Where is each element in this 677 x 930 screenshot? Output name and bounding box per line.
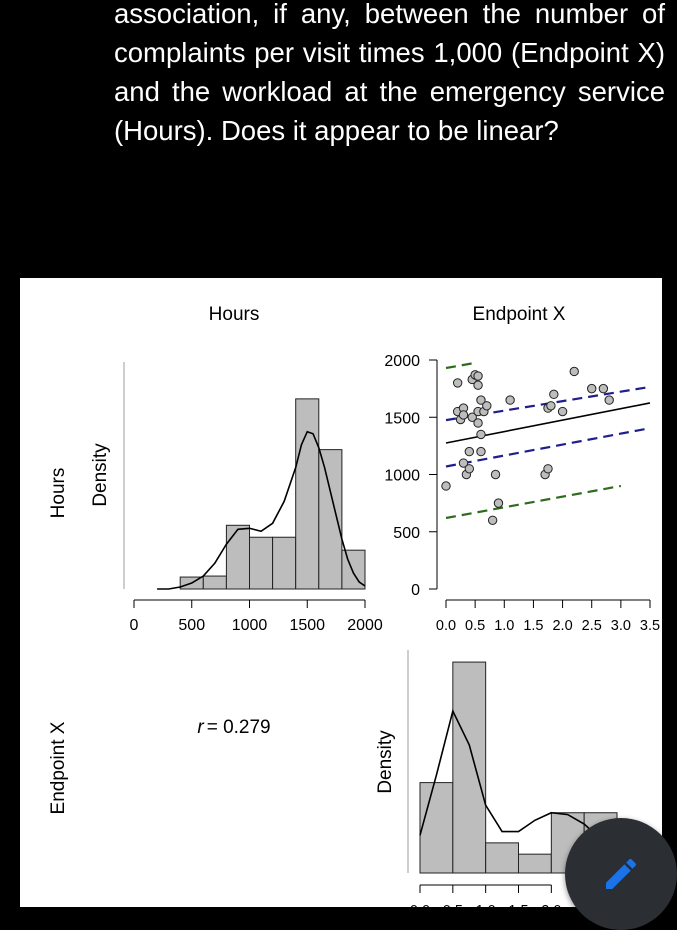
scatter-point-24	[493, 498, 504, 508]
hours-histogram-bar-2	[225, 524, 250, 590]
scatter-x-tick-label-1: 0.5	[465, 618, 485, 634]
scatter-point-16	[473, 418, 483, 428]
hours-x-tick-label-4: 2000	[347, 617, 383, 634]
scatter-y-tick-label-2: 1000	[384, 468, 420, 485]
hours-x-tick-label-1: 500	[178, 617, 205, 634]
hours-histogram-bar-4	[272, 536, 297, 590]
scatter-point-22	[487, 515, 498, 526]
endpoint-density-axis-label: Density	[375, 730, 396, 794]
prediction-band-lower	[445, 484, 622, 520]
scatter-point-13	[473, 371, 483, 381]
hours-histogram: 0 500 1000 1500 2000	[123, 362, 383, 634]
endpoint-x-tick-label-0: 0.0	[410, 903, 430, 907]
row-label-endpoint-x: Endpoint X	[48, 721, 69, 814]
scatter-x-tick-label-3: 1.5	[523, 618, 543, 634]
correlation-value: = 0.279	[207, 717, 271, 738]
correlation-symbol: r	[197, 717, 204, 738]
endpoint-histogram-bar-2	[485, 842, 519, 874]
hours-x-tick-label-0: 0	[130, 617, 139, 634]
scatter-x-tick-label-7: 3.5	[640, 618, 660, 634]
scatter-y-tick-label-1: 500	[393, 525, 420, 542]
scatter-point-31	[557, 406, 568, 417]
endpoint-x-tick-label-2: 1.0	[476, 903, 496, 907]
scatter-x-tick-label-5: 2.5	[582, 618, 602, 634]
column-label-endpoint-x: Endpoint X	[473, 304, 566, 325]
scatter-y-tick-label-3: 1500	[384, 410, 420, 427]
scatter-point-21	[482, 401, 492, 411]
hours-vs-endpoint-scatter: 0 500 1000 1500 2000 0.0 0.5 1.0 1.5 2.0 2.5 3.0 3.5	[384, 353, 660, 634]
scatter-point-18	[476, 429, 486, 440]
endpoint-histogram-bar-0	[419, 782, 454, 874]
scatter-point-0	[441, 481, 451, 491]
scatterplot-matrix-panel: Hours Endpoint X Hours Endpoint X Densit…	[20, 278, 662, 907]
column-label-hours: Hours	[209, 304, 260, 325]
correlation-coefficient: r = 0.279	[197, 717, 270, 738]
correlation-matrix-plot: Hours Endpoint X Hours Endpoint X Densit…	[48, 304, 660, 907]
edit-fab-button[interactable]	[565, 818, 677, 930]
endpoint-x-tick-label-3: 1.5	[508, 903, 528, 907]
hours-histogram-bar-6	[318, 449, 343, 590]
scatter-point-8	[464, 446, 475, 457]
confidence-band-lower	[445, 427, 651, 468]
hours-density-curve	[157, 430, 366, 590]
question-text: association, if any, between the number …	[114, 0, 665, 146]
scatter-x-tick-label-2: 1.0	[494, 618, 514, 634]
scatter-point-34	[598, 383, 609, 394]
scatter-point-30	[549, 389, 559, 400]
scatter-point-9	[464, 464, 475, 474]
row-label-hours: Hours	[48, 468, 69, 519]
scatter-point-33	[587, 383, 597, 394]
scatter-y-tick-label-0: 0	[411, 582, 420, 599]
scatter-point-17	[476, 395, 486, 405]
hours-histogram-bar-3	[249, 536, 274, 590]
scatter-point-32	[569, 366, 579, 377]
endpoint-x-tick-label-1: 0.5	[443, 903, 463, 907]
scatter-point-19	[476, 446, 486, 457]
scatter-point-27	[543, 464, 553, 474]
scatter-point-5	[458, 410, 469, 420]
prediction-band-upper	[445, 361, 476, 370]
scatter-point-29	[546, 401, 556, 411]
scatter-point-14	[473, 380, 483, 390]
hours-histogram-bar-1	[202, 575, 227, 590]
hours-x-tick-label-3: 1500	[289, 617, 325, 634]
scatter-point-25	[505, 395, 515, 405]
scatter-point-11	[467, 412, 477, 422]
endpoint-histogram: 0.0 0.5 1.0 1.5 2.0	[407, 650, 618, 907]
scatter-point-6	[458, 458, 469, 468]
hours-histogram-bar-5	[295, 398, 320, 590]
pencil-edit-icon	[606, 858, 637, 889]
endpoint-density-curve	[419, 708, 618, 852]
scatter-x-tick-label-6: 3.0	[611, 618, 631, 634]
scatter-x-tick-label-0: 0.0	[436, 618, 456, 634]
scatter-point-23	[490, 469, 501, 480]
endpoint-x-tick-label-4: 2.0	[541, 903, 561, 907]
hours-x-tick-label-2: 1000	[232, 617, 268, 634]
endpoint-histogram-bar-1	[452, 661, 487, 874]
hours-density-axis-label: Density	[90, 443, 111, 507]
endpoint-histogram-bar-3	[518, 853, 552, 874]
scatter-x-tick-label-4: 2.0	[552, 618, 572, 634]
scatter-y-tick-label-4: 2000	[384, 353, 420, 370]
scatter-point-1	[452, 378, 463, 388]
scatter-point-35	[604, 395, 614, 405]
